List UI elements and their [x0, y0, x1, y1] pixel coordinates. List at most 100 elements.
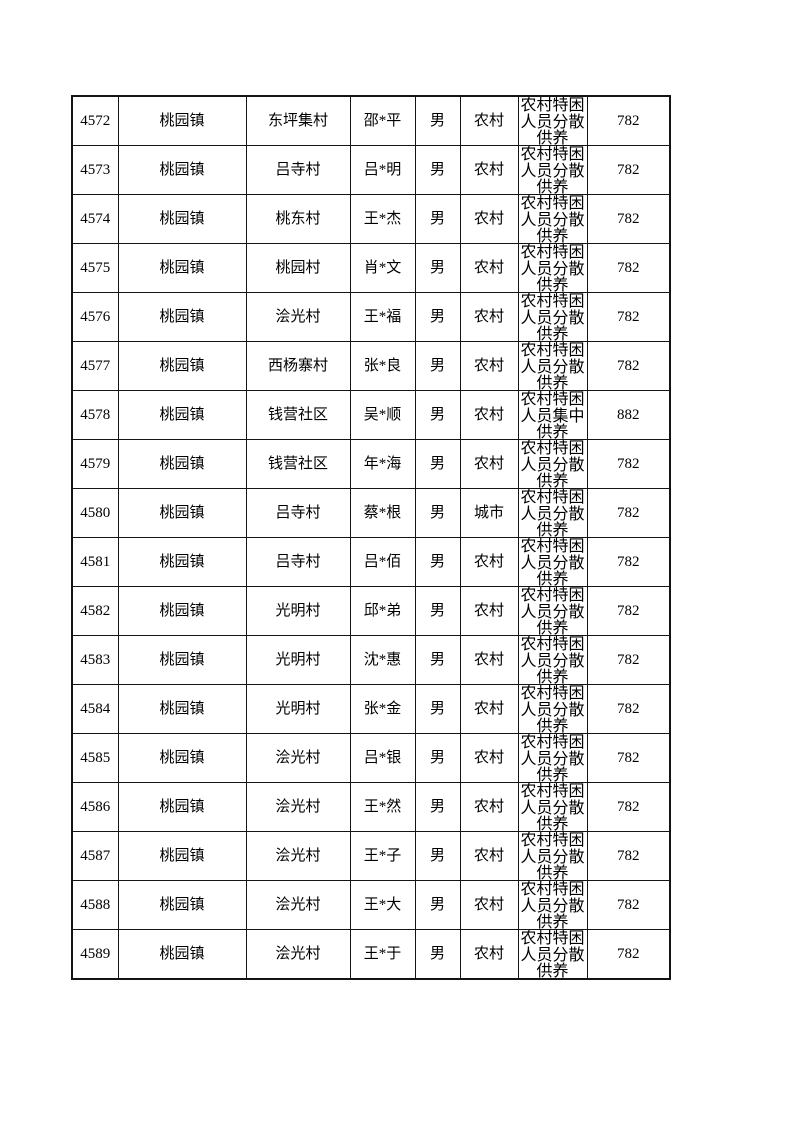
cell-person-name: 肖*文: [349, 243, 416, 293]
cell-urban-rural: 农村: [459, 586, 519, 636]
cell-amount: 782: [586, 243, 671, 293]
cell-town: 桃园镇: [117, 635, 247, 685]
cell-gender: 男: [414, 684, 461, 734]
cell-town: 桃园镇: [117, 929, 247, 980]
cell-support-type: 农村特困人员分散供养: [517, 243, 588, 293]
cell-support-type: 农村特困人员分散供养: [517, 145, 588, 195]
cell-urban-rural: 城市: [459, 488, 519, 538]
cell-support-type: 农村特困人员分散供养: [517, 341, 588, 391]
cell-amount: 782: [586, 733, 671, 783]
cell-support-type: 农村特困人员分散供养: [517, 733, 588, 783]
table-row: 4578 桃园镇 钱营社区 吴*顺 男 农村 农村特困人员集中供养 882: [71, 390, 671, 440]
table-row: 4586 桃园镇 浍光村 王*然 男 农村 农村特困人员分散供养 782: [71, 782, 671, 832]
cell-urban-rural: 农村: [459, 929, 519, 980]
table-row: 4575 桃园镇 桃园村 肖*文 男 农村 农村特困人员分散供养 782: [71, 243, 671, 293]
cell-person-name: 沈*惠: [349, 635, 416, 685]
cell-urban-rural: 农村: [459, 341, 519, 391]
cell-town: 桃园镇: [117, 439, 247, 489]
cell-urban-rural: 农村: [459, 194, 519, 244]
cell-gender: 男: [414, 243, 461, 293]
cell-amount: 782: [586, 929, 671, 980]
cell-village: 浍光村: [245, 292, 351, 342]
table-row: 4585 桃园镇 浍光村 吕*银 男 农村 农村特困人员分散供养 782: [71, 733, 671, 783]
cell-amount: 782: [586, 537, 671, 587]
cell-seq-number: 4584: [71, 684, 119, 734]
cell-town: 桃园镇: [117, 95, 247, 146]
cell-amount: 782: [586, 782, 671, 832]
cell-person-name: 吕*银: [349, 733, 416, 783]
cell-urban-rural: 农村: [459, 733, 519, 783]
cell-seq-number: 4576: [71, 292, 119, 342]
cell-village: 吕寺村: [245, 145, 351, 195]
cell-person-name: 王*杰: [349, 194, 416, 244]
cell-gender: 男: [414, 390, 461, 440]
cell-person-name: 年*海: [349, 439, 416, 489]
cell-seq-number: 4589: [71, 929, 119, 980]
table-row: 4576 桃园镇 浍光村 王*福 男 农村 农村特困人员分散供养 782: [71, 292, 671, 342]
cell-urban-rural: 农村: [459, 243, 519, 293]
support-type-text: 农村特困人员集中供养: [520, 391, 585, 439]
cell-support-type: 农村特困人员分散供养: [517, 194, 588, 244]
cell-urban-rural: 农村: [459, 439, 519, 489]
support-type-text: 农村特困人员分散供养: [520, 244, 585, 292]
cell-person-name: 吕*佰: [349, 537, 416, 587]
cell-person-name: 吕*明: [349, 145, 416, 195]
cell-urban-rural: 农村: [459, 537, 519, 587]
cell-gender: 男: [414, 439, 461, 489]
support-type-text: 农村特困人员分散供养: [520, 636, 585, 684]
cell-amount: 782: [586, 586, 671, 636]
cell-amount: 782: [586, 145, 671, 195]
cell-person-name: 张*金: [349, 684, 416, 734]
cell-gender: 男: [414, 488, 461, 538]
cell-gender: 男: [414, 929, 461, 980]
table-row: 4589 桃园镇 浍光村 王*于 男 农村 农村特困人员分散供养 782: [71, 929, 671, 980]
table-row: 4581 桃园镇 吕寺村 吕*佰 男 农村 农村特困人员分散供养 782: [71, 537, 671, 587]
cell-person-name: 王*福: [349, 292, 416, 342]
cell-village: 浍光村: [245, 831, 351, 881]
cell-gender: 男: [414, 95, 461, 146]
support-type-text: 农村特困人员分散供养: [520, 587, 585, 635]
cell-town: 桃园镇: [117, 733, 247, 783]
cell-amount: 782: [586, 341, 671, 391]
cell-village: 钱营社区: [245, 390, 351, 440]
cell-town: 桃园镇: [117, 782, 247, 832]
cell-urban-rural: 农村: [459, 880, 519, 930]
cell-gender: 男: [414, 782, 461, 832]
cell-urban-rural: 农村: [459, 782, 519, 832]
cell-seq-number: 4582: [71, 586, 119, 636]
cell-village: 浍光村: [245, 880, 351, 930]
cell-person-name: 王*大: [349, 880, 416, 930]
cell-support-type: 农村特困人员分散供养: [517, 537, 588, 587]
table-row: 4573 桃园镇 吕寺村 吕*明 男 农村 农村特困人员分散供养 782: [71, 145, 671, 195]
cell-amount: 782: [586, 95, 671, 146]
cell-seq-number: 4578: [71, 390, 119, 440]
cell-support-type: 农村特困人员分散供养: [517, 488, 588, 538]
support-type-text: 农村特困人员分散供养: [520, 489, 585, 537]
cell-gender: 男: [414, 586, 461, 636]
cell-village: 光明村: [245, 586, 351, 636]
cell-village: 浍光村: [245, 733, 351, 783]
cell-town: 桃园镇: [117, 145, 247, 195]
support-type-text: 农村特困人员分散供养: [520, 930, 585, 978]
cell-amount: 882: [586, 390, 671, 440]
cell-seq-number: 4586: [71, 782, 119, 832]
cell-village: 浍光村: [245, 929, 351, 980]
cell-seq-number: 4572: [71, 95, 119, 146]
cell-town: 桃园镇: [117, 341, 247, 391]
cell-support-type: 农村特困人员分散供养: [517, 831, 588, 881]
cell-support-type: 农村特困人员分散供养: [517, 635, 588, 685]
cell-town: 桃园镇: [117, 586, 247, 636]
cell-seq-number: 4579: [71, 439, 119, 489]
cell-person-name: 王*然: [349, 782, 416, 832]
cell-seq-number: 4580: [71, 488, 119, 538]
support-type-text: 农村特困人员分散供养: [520, 146, 585, 194]
cell-amount: 782: [586, 635, 671, 685]
cell-seq-number: 4583: [71, 635, 119, 685]
table-row: 4580 桃园镇 吕寺村 蔡*根 男 城市 农村特困人员分散供养 782: [71, 488, 671, 538]
cell-urban-rural: 农村: [459, 635, 519, 685]
cell-person-name: 张*良: [349, 341, 416, 391]
support-type-text: 农村特困人员分散供养: [520, 342, 585, 390]
cell-town: 桃园镇: [117, 243, 247, 293]
table-row: 4572 桃园镇 东坪集村 邵*平 男 农村 农村特困人员分散供养 782: [71, 95, 671, 146]
cell-seq-number: 4573: [71, 145, 119, 195]
